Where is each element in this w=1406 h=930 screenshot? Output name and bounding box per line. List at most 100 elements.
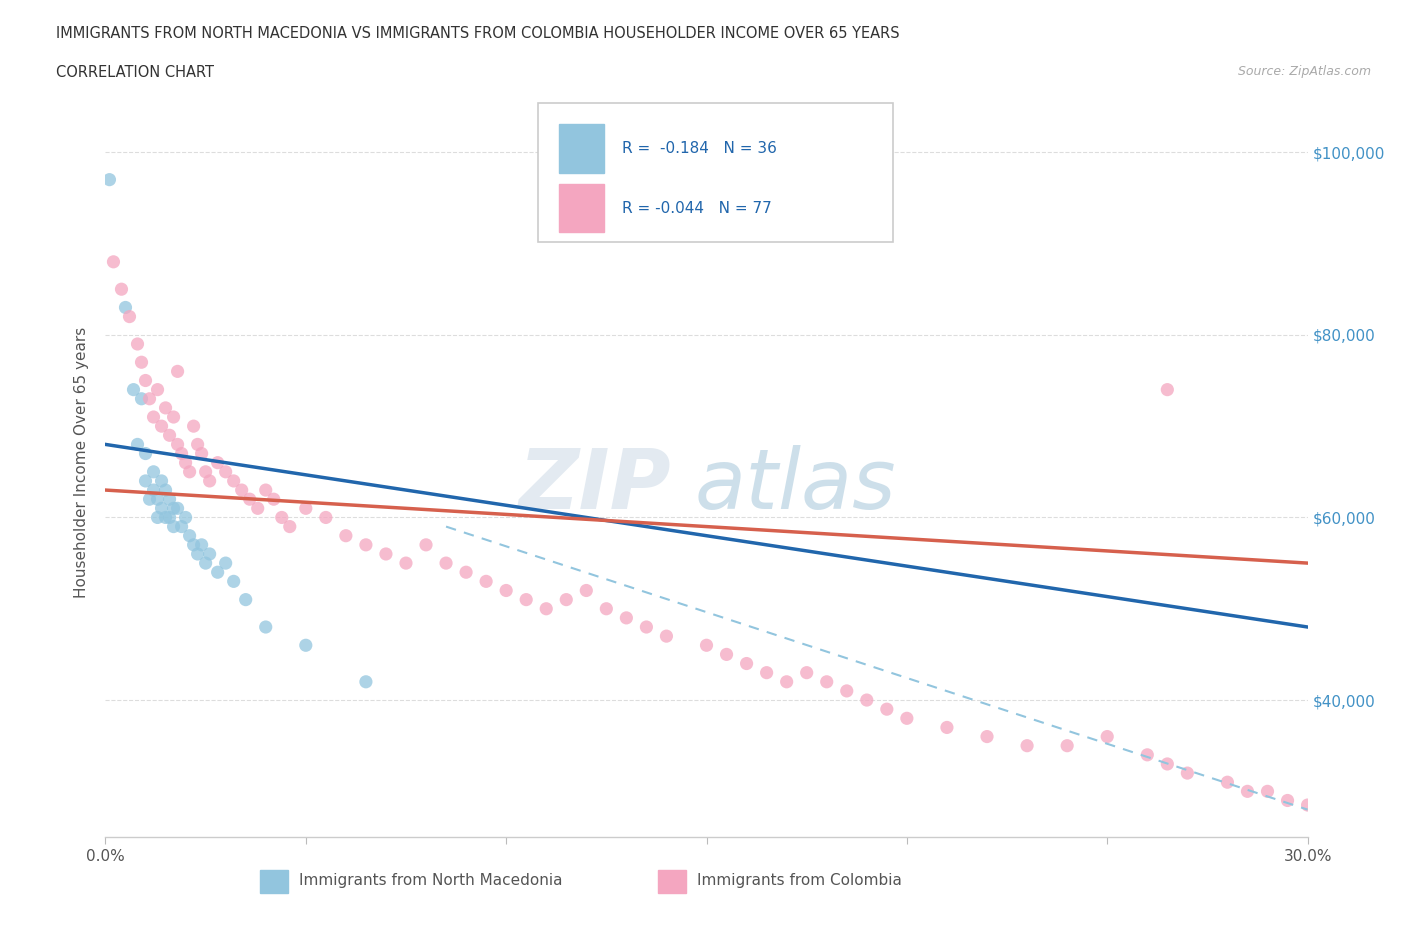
Point xyxy=(1236,784,1258,799)
Point xyxy=(135,446,157,461)
Point xyxy=(170,519,193,534)
Point xyxy=(166,364,188,379)
Point xyxy=(776,674,799,689)
Point xyxy=(146,510,169,525)
Point xyxy=(335,528,357,543)
Point xyxy=(127,337,149,352)
Text: Immigrants from North Macedonia: Immigrants from North Macedonia xyxy=(299,873,562,888)
Point xyxy=(142,409,165,424)
Point xyxy=(315,510,337,525)
Point xyxy=(475,574,498,589)
Point xyxy=(716,647,738,662)
Point xyxy=(190,538,212,552)
Point xyxy=(118,309,141,324)
Point xyxy=(1216,775,1239,790)
Point xyxy=(150,473,173,488)
Point xyxy=(170,446,193,461)
Point xyxy=(122,382,145,397)
Point xyxy=(1296,798,1319,813)
Point xyxy=(936,720,959,735)
Point xyxy=(655,629,678,644)
Point xyxy=(876,702,898,717)
Point xyxy=(1017,738,1039,753)
FancyBboxPatch shape xyxy=(538,103,893,242)
Point xyxy=(246,501,269,516)
Point xyxy=(735,656,758,671)
Point xyxy=(295,501,318,516)
Point xyxy=(135,373,157,388)
Point xyxy=(146,382,169,397)
Point xyxy=(515,592,537,607)
Point xyxy=(374,547,398,562)
Point xyxy=(896,711,918,725)
Point xyxy=(235,592,257,607)
Bar xyxy=(558,124,605,173)
Point xyxy=(696,638,718,653)
Point xyxy=(103,255,125,270)
Point xyxy=(595,602,617,617)
Point xyxy=(1136,748,1159,763)
Point xyxy=(207,565,229,579)
Point xyxy=(114,300,136,315)
Point xyxy=(214,464,236,479)
Point xyxy=(354,674,377,689)
Point xyxy=(131,392,153,406)
Point xyxy=(127,437,149,452)
Point xyxy=(135,473,157,488)
Point xyxy=(415,538,437,552)
Point xyxy=(146,492,169,507)
Point xyxy=(142,464,165,479)
Bar xyxy=(558,184,605,232)
Text: atlas: atlas xyxy=(695,445,896,525)
Point xyxy=(1277,793,1299,808)
Point xyxy=(198,473,221,488)
Point xyxy=(162,409,184,424)
Point xyxy=(263,492,285,507)
Point xyxy=(976,729,998,744)
Point xyxy=(142,483,165,498)
Point xyxy=(187,547,209,562)
Point xyxy=(179,528,201,543)
Point xyxy=(138,392,160,406)
Point xyxy=(150,501,173,516)
Point xyxy=(636,619,658,634)
Point xyxy=(214,555,236,570)
Point xyxy=(1177,765,1199,780)
Point xyxy=(198,547,221,562)
Text: CORRELATION CHART: CORRELATION CHART xyxy=(56,65,214,80)
Point xyxy=(166,501,188,516)
Point xyxy=(155,401,177,416)
Point xyxy=(187,437,209,452)
Point xyxy=(1097,729,1119,744)
Point xyxy=(183,418,205,433)
Point xyxy=(166,437,188,452)
Point xyxy=(159,510,181,525)
Point xyxy=(231,483,253,498)
Point xyxy=(98,172,121,187)
Point xyxy=(295,638,318,653)
Point xyxy=(1257,784,1279,799)
Text: R =  -0.184   N = 36: R = -0.184 N = 36 xyxy=(623,140,778,155)
Point xyxy=(222,574,245,589)
Point xyxy=(207,456,229,471)
Point xyxy=(194,464,217,479)
Point xyxy=(1156,756,1178,771)
Point xyxy=(270,510,292,525)
Point xyxy=(1056,738,1078,753)
Point xyxy=(796,665,818,680)
Point xyxy=(254,619,277,634)
Point xyxy=(190,446,212,461)
Point xyxy=(222,473,245,488)
Point xyxy=(150,418,173,433)
Point xyxy=(159,428,181,443)
Point xyxy=(434,555,457,570)
Point xyxy=(1156,382,1178,397)
Point xyxy=(239,492,262,507)
Point xyxy=(162,501,184,516)
Point xyxy=(278,519,301,534)
Point xyxy=(616,610,638,625)
Point xyxy=(395,555,418,570)
Text: Immigrants from Colombia: Immigrants from Colombia xyxy=(697,873,903,888)
Point xyxy=(495,583,517,598)
Point xyxy=(835,684,858,698)
